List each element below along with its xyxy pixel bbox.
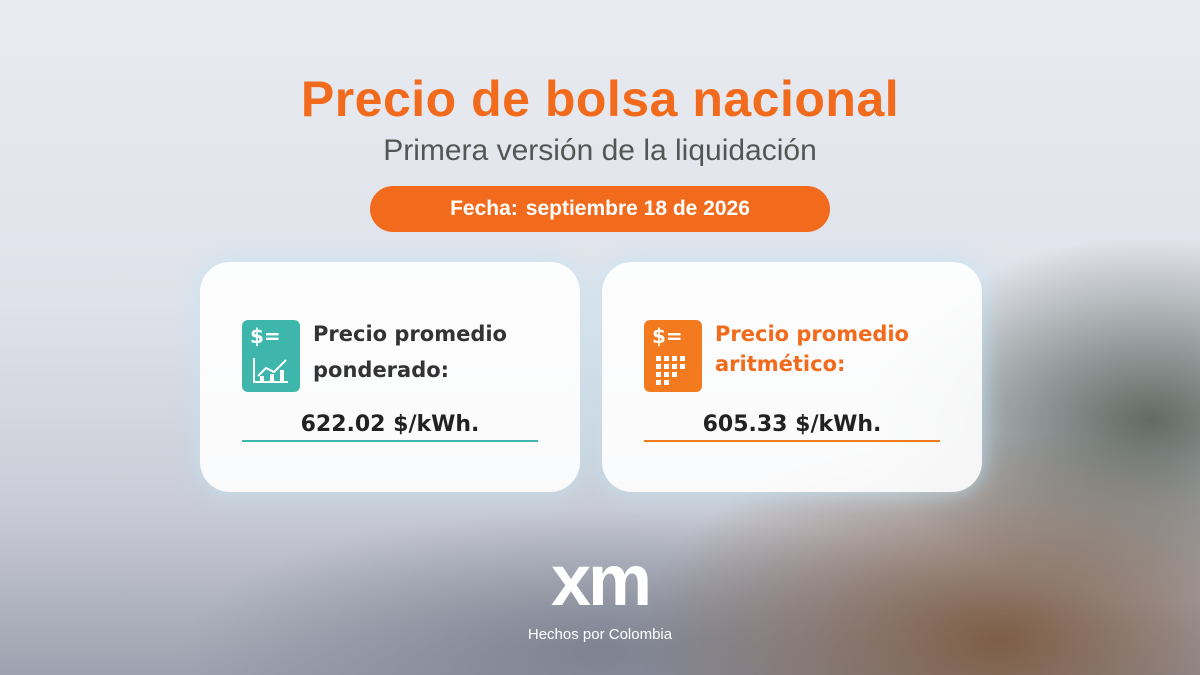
date-pill: Fecha: septiembre 18 de 2026 [370, 186, 830, 232]
underline [242, 440, 538, 442]
card-label: ponderado: [313, 358, 450, 382]
logo: xm [550, 541, 652, 621]
icon-chart [253, 358, 288, 383]
card-label: aritmético: [715, 352, 846, 376]
icon: $= [644, 320, 702, 392]
icon: $= [242, 320, 300, 392]
card-label: Precio promedio [313, 322, 507, 346]
card: $= Precio promedio ponderado: 622.02 $/k… [200, 262, 580, 492]
underline [644, 440, 940, 442]
card: $= Precio promedio aritmético: 605.33 $/… [602, 262, 982, 492]
date: septiembre 18 de 2026 [525, 197, 750, 220]
card-value: 622.02 $/kWh. [300, 412, 480, 437]
icon-symbol: $= [250, 324, 281, 348]
icon-grid [656, 356, 685, 385]
date-label: Fecha: [450, 197, 518, 220]
subtitle: Primera versión de la liquidación [383, 134, 817, 167]
icon-symbol: $= [652, 324, 683, 348]
title: Precio de bolsa nacional [300, 71, 900, 127]
card-label: Precio promedio [715, 322, 909, 346]
card-value: 605.33 $/kWh. [702, 412, 882, 437]
tagline: Hechos por Colombia [527, 626, 673, 643]
